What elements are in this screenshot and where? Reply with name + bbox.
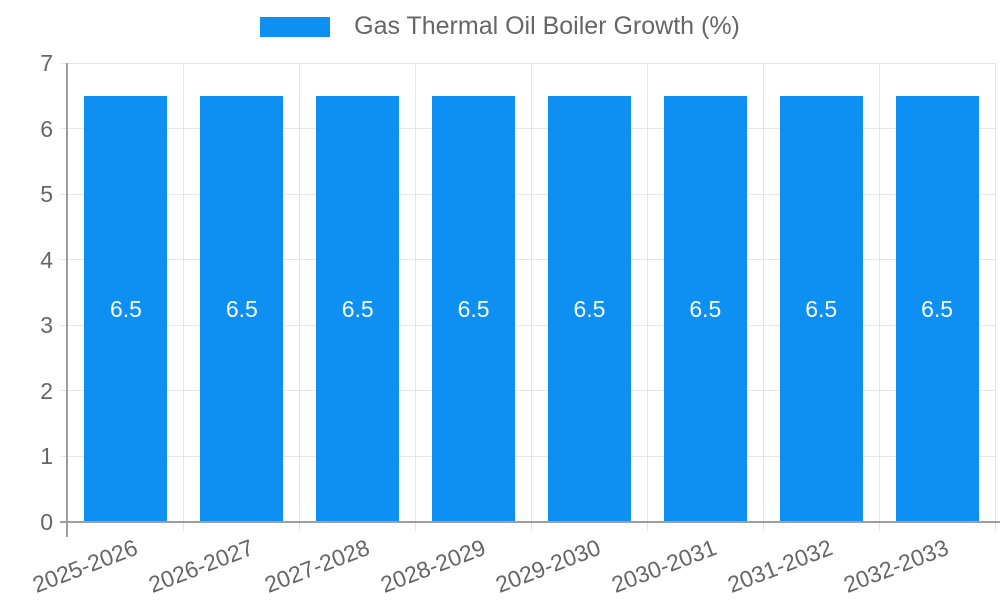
y-axis-tick-label: 4 <box>40 246 53 273</box>
y-axis-tick <box>61 324 68 326</box>
y-axis-tick-label: 0 <box>40 509 53 535</box>
y-axis-tick-label: 3 <box>40 312 53 339</box>
bar-value-label: 6.5 <box>225 295 258 322</box>
bar[interactable] <box>84 95 168 522</box>
legend-swatch <box>260 16 331 37</box>
y-axis-tick <box>61 62 68 64</box>
y-axis-tick <box>61 390 68 392</box>
y-axis-tick <box>61 455 68 457</box>
y-axis-tick-label: 5 <box>40 181 53 208</box>
chart-legend-item[interactable]: Gas Thermal Oil Boiler Growth (%) <box>0 12 1000 41</box>
bar-value-label: 6.5 <box>689 295 722 322</box>
x-axis-tick-label: 2031-2032 <box>724 534 837 598</box>
bar-value-label: 6.5 <box>573 295 606 322</box>
x-axis-line <box>60 521 1000 523</box>
bar[interactable] <box>200 95 284 522</box>
bar[interactable] <box>432 95 516 522</box>
x-axis-tick <box>762 522 764 531</box>
bar-value-label: 6.5 <box>109 295 142 322</box>
x-gridline <box>762 63 764 522</box>
x-axis-tick-label: 2025-2026 <box>28 534 141 598</box>
y-axis-tick-label: 1 <box>40 443 53 470</box>
y-axis-tick <box>61 259 68 261</box>
bar-value-label: 6.5 <box>457 295 490 322</box>
x-gridline <box>646 63 648 522</box>
bar-value-label: 6.5 <box>341 295 374 322</box>
x-axis-tick-label: 2032-2033 <box>840 534 953 598</box>
y-axis-tick-label: 6 <box>40 115 53 142</box>
y-axis-line <box>66 63 68 537</box>
bar[interactable] <box>316 95 400 522</box>
x-gridline <box>183 63 185 522</box>
x-axis-tick <box>878 522 880 531</box>
x-gridline <box>994 63 996 522</box>
bar-value-label: 6.5 <box>805 295 838 322</box>
x-axis-tick-label: 2027-2028 <box>260 534 373 598</box>
x-axis-tick-label: 2029-2030 <box>492 534 605 598</box>
bar[interactable] <box>547 95 631 522</box>
y-axis-tick-label: 2 <box>40 377 53 404</box>
y-axis-tick <box>61 128 68 130</box>
bar-value-label: 6.5 <box>921 295 954 322</box>
x-axis-tick <box>646 522 648 531</box>
x-gridline <box>878 63 880 522</box>
x-gridline <box>299 63 301 522</box>
x-axis-tick-label: 2030-2031 <box>608 534 721 598</box>
x-axis-tick-label: 2028-2029 <box>376 534 489 598</box>
x-gridline <box>415 63 417 522</box>
legend-label: Gas Thermal Oil Boiler Growth (%) <box>354 12 740 40</box>
y-axis-tick-label: 7 <box>40 50 53 76</box>
bar[interactable] <box>779 95 863 522</box>
x-axis-tick <box>994 522 996 531</box>
bar[interactable] <box>663 95 747 522</box>
x-axis-tick <box>183 522 185 531</box>
x-axis-tick <box>531 522 532 531</box>
bar[interactable] <box>895 95 979 522</box>
x-axis-tick-label: 2026-2027 <box>144 534 257 598</box>
x-axis-tick <box>299 522 301 531</box>
x-gridline <box>531 63 532 522</box>
x-axis-tick <box>415 522 417 531</box>
y-axis-tick <box>61 193 68 195</box>
